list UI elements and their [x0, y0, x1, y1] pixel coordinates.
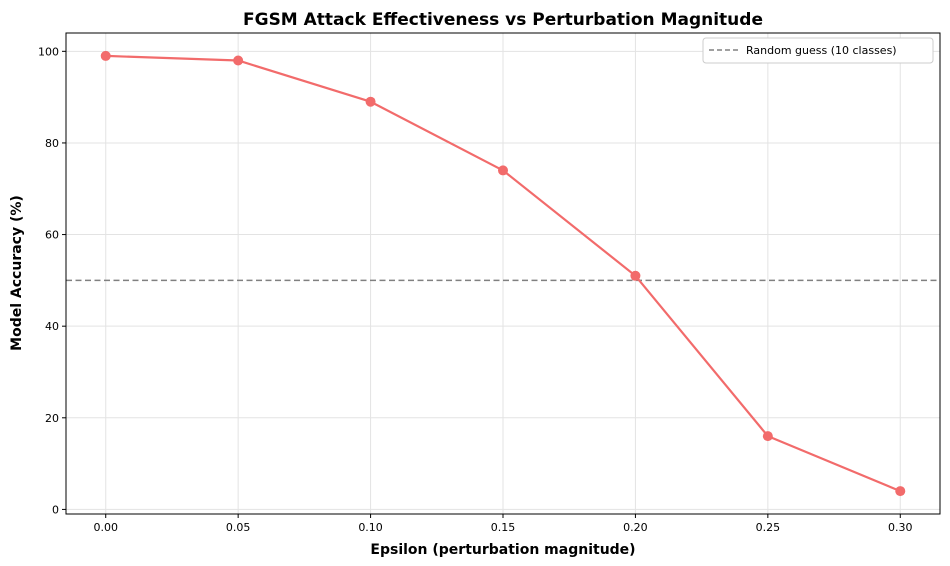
data-point [233, 55, 244, 66]
x-axis-label: Epsilon (perturbation magnitude) [370, 542, 635, 558]
x-tick-label: 0.30 [888, 521, 913, 534]
data-point [100, 50, 111, 61]
y-tick-label: 60 [45, 229, 59, 242]
y-tick-label: 100 [38, 45, 59, 58]
x-tick-label: 0.00 [93, 521, 118, 534]
y-tick-label: 20 [45, 412, 59, 425]
x-tick-label: 0.05 [226, 521, 251, 534]
x-tick-label: 0.25 [756, 521, 781, 534]
legend: Random guess (10 classes) [702, 37, 934, 64]
x-axis: 0.00 0.05 0.10 0.15 0.20 0.25 0.30 [93, 514, 913, 534]
legend-label: Random guess (10 classes) [746, 44, 897, 57]
chart-title: FGSM Attack Effectiveness vs Perturbatio… [243, 10, 763, 30]
data-point [630, 270, 641, 281]
legend-box [702, 37, 934, 64]
data-point [895, 486, 906, 497]
data-point [365, 96, 376, 107]
y-tick-label: 40 [45, 320, 59, 333]
y-tick-label: 0 [52, 503, 59, 516]
y-axis: 0 20 40 60 80 100 [38, 45, 66, 516]
data-point [498, 165, 508, 176]
data-point [762, 431, 773, 442]
x-tick-label: 0.20 [623, 521, 648, 534]
series-group [100, 50, 906, 497]
x-tick-label: 0.15 [491, 521, 516, 534]
y-axis-label: Model Accuracy (%) [9, 195, 25, 351]
y-tick-label: 80 [45, 137, 59, 150]
x-tick-label: 0.10 [358, 521, 383, 534]
grid [66, 33, 940, 514]
